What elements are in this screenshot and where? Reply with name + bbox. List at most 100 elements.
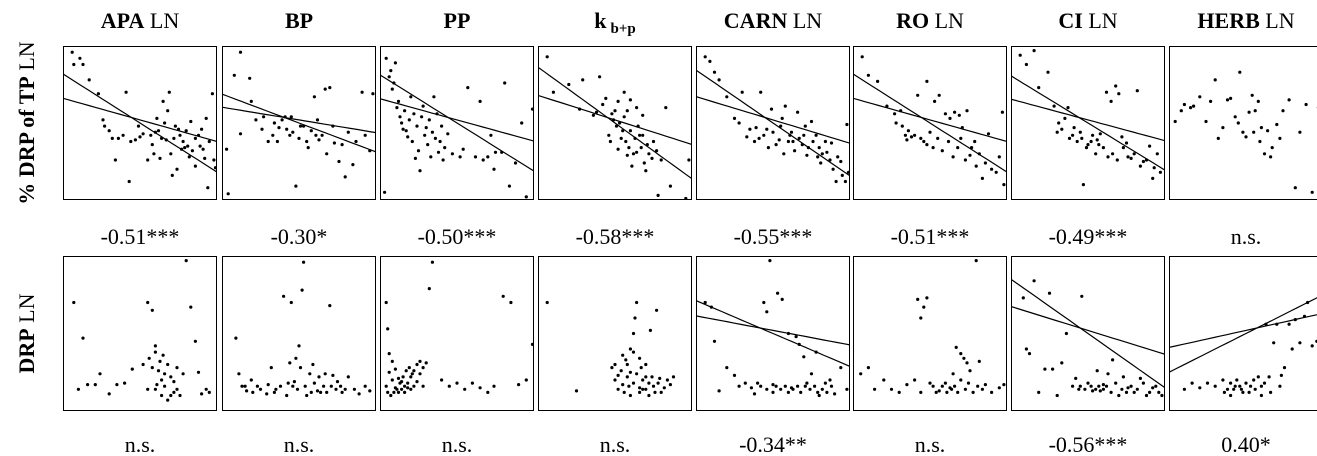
data-point: [383, 190, 387, 194]
data-point: [390, 359, 394, 363]
data-point: [1213, 78, 1217, 82]
data-point: [184, 129, 188, 133]
data-point: [808, 387, 812, 391]
data-point: [1221, 126, 1225, 130]
column-header: HERB LN: [1197, 8, 1294, 33]
data-point: [909, 135, 914, 139]
data-point: [925, 79, 929, 83]
data-point: [1047, 291, 1052, 295]
data-point: [647, 152, 651, 156]
data-point: [1298, 341, 1302, 345]
data-point: [248, 76, 252, 80]
data-point: [1229, 393, 1233, 398]
scatter-panel: [222, 46, 376, 200]
data-point: [656, 193, 660, 197]
data-point: [436, 150, 441, 154]
data-point: [1043, 367, 1047, 371]
data-point: [363, 133, 367, 137]
data-point: [1071, 384, 1075, 388]
confidence-curve-lower: [1169, 314, 1317, 348]
correlation-label: -0.51***: [891, 224, 970, 249]
data-point: [1173, 119, 1177, 124]
data-point: [986, 132, 991, 136]
data-point: [1120, 135, 1124, 139]
data-point: [567, 82, 571, 87]
data-point: [410, 139, 414, 144]
data-point: [712, 70, 717, 74]
data-point: [931, 146, 935, 150]
data-point: [622, 115, 626, 119]
data-point: [409, 95, 413, 99]
data-point: [298, 366, 303, 370]
data-point: [272, 121, 276, 125]
data-point: [951, 372, 955, 376]
data-point: [328, 86, 332, 90]
panel-frame: [1169, 256, 1317, 411]
data-point: [1078, 384, 1082, 388]
data-point: [298, 124, 303, 128]
data-point: [1132, 390, 1136, 394]
data-point: [312, 381, 316, 385]
data-point: [953, 110, 957, 114]
data-point: [418, 169, 422, 173]
data-point: [169, 393, 173, 398]
data-point: [493, 150, 498, 154]
data-point: [113, 158, 117, 162]
data-point: [1086, 143, 1090, 147]
data-point: [934, 390, 938, 394]
data-point: [833, 392, 837, 396]
data-point: [407, 366, 411, 370]
column-header: CARN LN: [724, 8, 823, 33]
data-point: [1094, 152, 1098, 156]
data-point: [150, 143, 154, 147]
data-point: [653, 390, 657, 394]
data-point: [150, 366, 154, 370]
data-point: [187, 155, 191, 159]
data-point: [613, 362, 617, 367]
data-point: [317, 138, 321, 142]
data-point: [616, 373, 620, 377]
data-point: [948, 116, 952, 120]
data-point: [288, 361, 292, 365]
data-point: [156, 369, 161, 373]
data-point: [225, 147, 229, 151]
data-point: [395, 106, 399, 110]
data-point: [1055, 393, 1059, 398]
data-point: [138, 135, 142, 139]
data-point: [481, 158, 485, 162]
panel-frame: [380, 46, 534, 200]
data-point: [866, 73, 871, 77]
data-point: [346, 130, 350, 134]
data-point: [473, 155, 478, 159]
data-point: [1104, 384, 1109, 388]
data-point: [305, 139, 309, 144]
data-point: [1275, 122, 1279, 127]
data-point: [163, 384, 167, 388]
data-point: [507, 184, 511, 188]
data-point: [1236, 121, 1240, 125]
data-point: [501, 294, 505, 298]
data-point: [659, 158, 663, 162]
data-point: [1310, 190, 1314, 194]
data-point: [172, 380, 176, 384]
data-point: [107, 392, 111, 396]
data-point: [625, 153, 629, 157]
data-point: [175, 366, 179, 370]
data-point: [315, 389, 320, 393]
panel-frame: [380, 256, 534, 411]
data-point: [825, 150, 829, 154]
data-point: [1037, 86, 1041, 90]
data-point: [1244, 381, 1248, 385]
data-point: [424, 361, 428, 365]
data-point: [285, 393, 289, 398]
data-point: [292, 380, 296, 384]
data-point: [997, 386, 1001, 390]
data-point: [390, 378, 394, 382]
data-point: [1074, 376, 1078, 380]
data-point: [1021, 296, 1025, 300]
data-point: [1126, 155, 1130, 159]
data-point: [262, 115, 266, 119]
data-point: [1094, 387, 1098, 391]
data-point: [737, 121, 741, 125]
data-point: [433, 136, 437, 140]
